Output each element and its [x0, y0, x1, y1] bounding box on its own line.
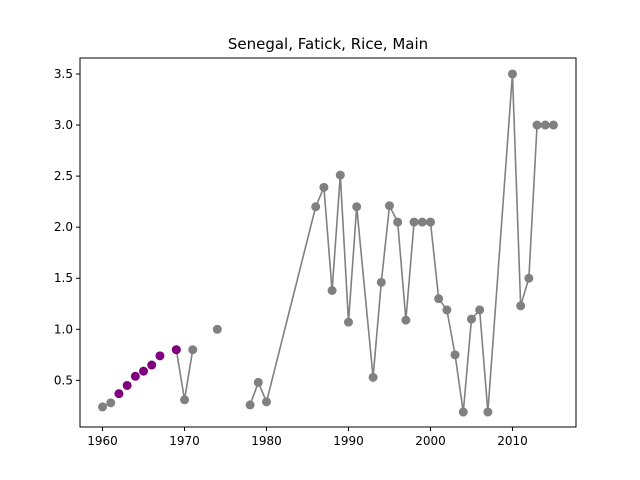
data-point	[106, 398, 116, 408]
data-point	[434, 294, 444, 304]
data-point	[171, 345, 181, 355]
y-tick-label: 1.5	[54, 271, 73, 285]
y-tick-label: 2.0	[54, 220, 73, 234]
data-point	[548, 120, 558, 130]
x-tick-label: 1970	[169, 434, 200, 448]
data-point	[114, 389, 124, 399]
data-point	[507, 69, 517, 79]
series-line	[175, 349, 194, 401]
data-point	[409, 217, 419, 227]
data-point	[335, 170, 345, 180]
data-point	[130, 371, 140, 381]
y-tick-label: 0.5	[54, 373, 73, 387]
data-point	[466, 314, 476, 324]
data-point	[262, 397, 272, 407]
data-point	[516, 301, 526, 311]
data-point	[180, 395, 190, 405]
data-point	[524, 273, 534, 283]
data-point	[483, 407, 493, 417]
data-point	[155, 351, 165, 361]
data-point	[450, 350, 460, 360]
data-point	[147, 360, 157, 370]
x-axis: 1960 1970 1980 1990 2000 2010	[87, 427, 528, 448]
data-point	[384, 201, 394, 211]
y-tick-label: 3.0	[54, 118, 73, 132]
x-tick-label: 1960	[87, 434, 118, 448]
y-tick-label: 3.5	[54, 67, 73, 81]
data-point	[458, 407, 468, 417]
series-line	[249, 73, 554, 413]
data-point	[417, 217, 427, 227]
axes-frame	[79, 57, 577, 428]
series-layer	[98, 69, 558, 417]
data-point	[122, 380, 132, 390]
data-point	[327, 286, 337, 296]
y-tick-label: 2.5	[54, 169, 73, 183]
data-point	[139, 366, 149, 376]
data-point	[475, 305, 485, 315]
data-point	[311, 202, 321, 212]
data-point	[245, 400, 255, 410]
data-point	[540, 120, 550, 130]
plot-area	[79, 57, 577, 428]
series-0	[98, 69, 558, 417]
data-point	[352, 202, 362, 212]
data-point	[376, 277, 386, 287]
data-point	[368, 372, 378, 382]
y-axis: 0.5 1.0 1.5 2.0 2.5 3.0 3.5	[54, 67, 80, 387]
chart-title: Senegal, Fatick, Rice, Main	[228, 35, 428, 53]
data-point	[532, 120, 542, 130]
data-point	[253, 377, 263, 387]
data-point	[98, 402, 108, 412]
data-point	[188, 345, 198, 355]
data-point	[442, 305, 452, 315]
x-tick-label: 2000	[415, 434, 446, 448]
data-point	[319, 182, 329, 192]
data-point	[393, 217, 403, 227]
y-tick-label: 1.0	[54, 322, 73, 336]
series-1	[114, 345, 181, 399]
data-point	[343, 317, 353, 327]
data-point	[401, 315, 411, 325]
x-tick-label: 2010	[497, 434, 528, 448]
data-point	[425, 217, 435, 227]
data-point	[212, 324, 222, 334]
x-tick-label: 1980	[251, 434, 282, 448]
x-tick-label: 1990	[333, 434, 364, 448]
